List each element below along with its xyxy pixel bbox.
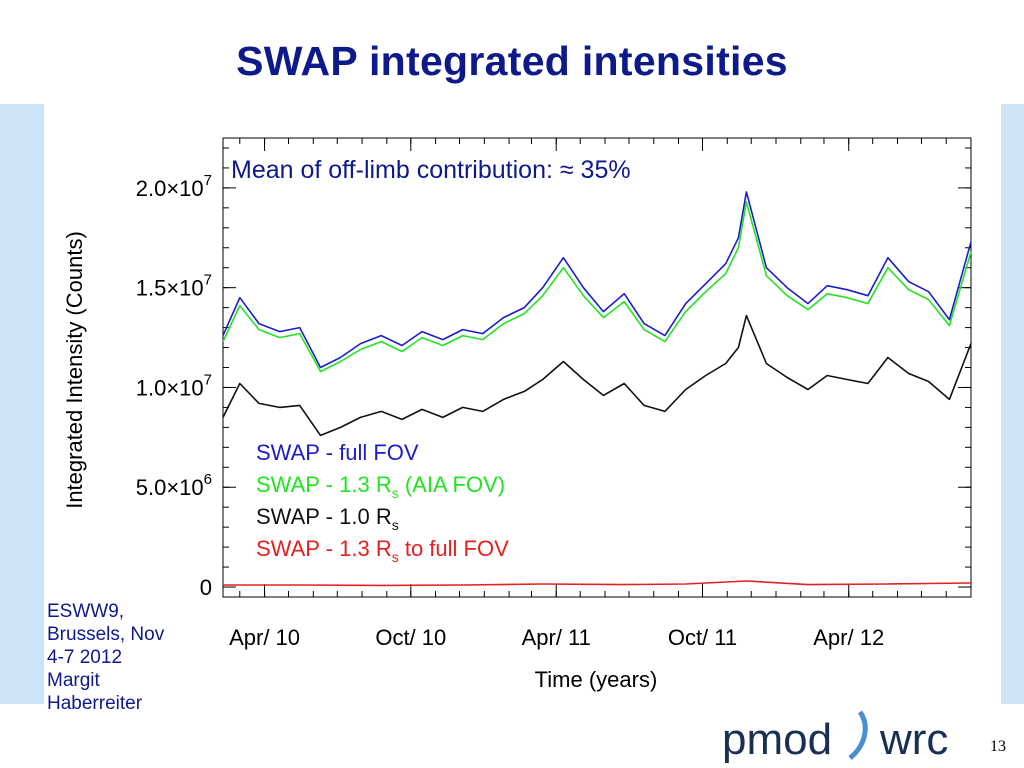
- chart-panel: Apr/ 10 Oct/ 10 Apr/ 11 Oct/ 11 Apr/ 12 0 5.0×…: [44, 104, 1001, 704]
- x-tick-label: Apr/ 11: [522, 625, 591, 650]
- x-tick-label: Apr/ 12: [813, 625, 884, 650]
- y-tick-label: 1.0×107: [136, 371, 212, 400]
- y-tick-label: 1.5×107: [136, 272, 212, 301]
- y-axis-label: Integrated Intensity (Counts): [62, 231, 87, 509]
- logo-text-wrc: wrc: [879, 715, 948, 764]
- y-tick-label: 5.0×106: [136, 471, 212, 500]
- credit-line: Margit: [47, 670, 100, 691]
- series-line-2: [222, 314, 972, 437]
- legend-entry: SWAP - 1.0 Rs: [256, 504, 399, 533]
- legend-entry: SWAP - 1.3 Rs (AIA FOV): [256, 472, 505, 501]
- plot-frame: [222, 137, 972, 598]
- logo-text-pmod: pmod: [722, 715, 832, 764]
- logo-arc-icon: [848, 710, 868, 760]
- series-line-1: [222, 201, 972, 373]
- credit-line: ESWW9,: [47, 601, 125, 622]
- x-tick-label: Apr/ 10: [229, 625, 300, 650]
- legend-entry: SWAP - 1.3 Rs to full FOV: [256, 536, 509, 565]
- x-axis-label: Time (years): [535, 667, 658, 692]
- y-tick-label: 0: [200, 575, 212, 600]
- x-tick-label: Oct/ 10: [375, 625, 446, 650]
- credit-line: Brussels, Nov: [47, 624, 165, 645]
- credit-block: ESWW9, Brussels, Nov 4-7 2012 Margit Hab…: [47, 600, 217, 715]
- y-tick-label: 2.0×107: [136, 172, 212, 201]
- pmod-wrc-logo: pmod wrc: [722, 710, 948, 764]
- slide-title: SWAP integrated intensities: [236, 38, 788, 84]
- legend-entry: SWAP - full FOV: [256, 440, 419, 465]
- series-line-0: [222, 191, 972, 369]
- series-line-3: [223, 580, 972, 587]
- page-number: 13: [990, 738, 1006, 755]
- intensity-chart: Apr/ 10 Oct/ 10 Apr/ 11 Oct/ 11 Apr/ 12 0 5.0×…: [62, 137, 972, 692]
- x-tick-label: Oct/ 11: [668, 625, 737, 650]
- side-band-right: [1001, 104, 1024, 704]
- credit-line: Haberreiter: [47, 693, 143, 714]
- side-band-left: [0, 104, 44, 704]
- credit-line: 4-7 2012: [47, 647, 123, 668]
- chart-title: Mean of off-limb contribution: ≈ 35%: [231, 156, 631, 184]
